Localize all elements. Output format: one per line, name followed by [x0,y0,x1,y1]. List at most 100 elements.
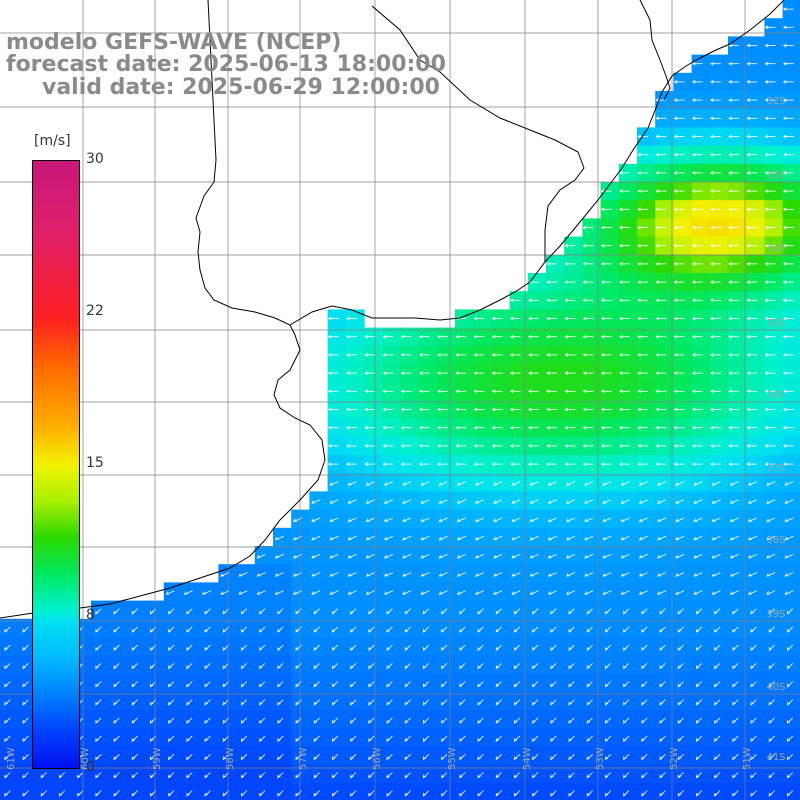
field-cell [655,546,674,565]
wind-arrow-head [582,407,587,412]
wind-arrow-head [240,628,245,633]
wind-arrow-head [547,555,552,559]
wind-arrow-head [4,756,8,761]
wind-arrow-head [513,719,518,724]
field-cell [655,473,674,492]
field-cell [582,473,602,492]
wind-arrow-head [768,719,772,724]
wind-arrow-head [673,189,678,193]
field-cell [764,527,784,547]
wind-arrow-head [568,665,572,670]
wind-arrow-head [546,316,550,321]
wind-arrow-head [600,371,605,375]
wind-arrow-head [368,792,372,797]
field-cell [382,582,401,602]
field-cell [309,582,329,602]
wind-arrow-head [547,518,552,522]
wind-arrow-head [22,647,26,651]
wind-arrow-head [418,462,423,466]
field-cell [746,564,765,583]
field-cell [455,491,474,511]
wind-arrow-head [655,334,660,339]
field-cell [509,564,529,583]
field-cell [236,564,256,583]
wind-arrow-head [604,774,609,779]
field-cell [709,527,729,547]
wind-arrow-head [764,334,769,339]
wind-arrow-head [511,591,516,595]
wind-arrow-head [623,701,627,706]
field-cell [491,546,511,565]
wind-arrow-head [382,425,387,430]
wind-arrow-head [623,756,627,761]
field-cell [546,582,565,602]
wind-arrow-head [384,500,388,504]
wind-arrow-head [782,98,787,102]
wind-arrow-head [710,171,714,175]
wind-arrow-head [473,334,478,339]
wind-arrow-head [568,683,572,688]
wind-arrow-head [495,774,499,779]
wind-arrow-head [782,462,787,466]
wind-arrow-head [422,610,427,615]
wind-arrow-head [456,555,461,559]
wind-arrow-head [602,573,607,577]
wind-arrow-head [784,518,789,522]
field-cell [600,509,620,529]
wind-arrow-head [509,298,514,303]
wind-arrow-head [438,591,443,595]
wind-arrow-head [277,719,281,724]
wind-arrow-head [386,774,390,779]
wind-arrow-head [784,500,789,504]
wind-arrow-head [346,371,350,375]
field-cell [527,546,547,565]
wind-arrow-head [113,683,117,688]
wind-arrow-head [438,482,443,486]
field-cell [728,564,747,583]
wind-arrow-head [714,738,718,742]
wind-arrow-head [764,280,769,284]
longitude-label: 56W [372,747,383,770]
wind-arrow-head [748,500,752,504]
field-cell [455,582,474,602]
field-cell [436,564,456,583]
wind-arrow-head [710,425,714,430]
wind-arrow-head [677,701,681,706]
wind-arrow-head [437,371,441,375]
wind-arrow-head [418,353,423,357]
wind-arrow-head [204,792,208,797]
wind-arrow-head [4,701,8,706]
wind-arrow-head [4,792,8,797]
wind-arrow-head [637,425,641,430]
field-cell [673,527,693,547]
field-cell [236,582,256,602]
wind-arrow-head [256,573,261,577]
field-cell [436,473,456,492]
latitude-label: 35S [766,318,785,329]
wind-arrow-head [113,774,117,779]
wind-arrow-head [404,719,408,724]
wind-arrow-head [673,298,678,303]
wind-arrow-head [764,298,769,303]
wind-arrow-head [204,701,208,706]
field-cell [673,582,693,602]
wind-arrow-head [746,243,751,248]
wind-arrow-head [600,316,605,321]
wind-arrow-head [532,792,536,797]
wind-arrow-head [782,80,787,84]
wind-arrow-head [764,152,769,157]
wind-arrow-head [659,628,663,633]
field-cell [364,509,383,529]
wind-arrow-head [222,683,226,688]
wind-arrow-head [259,719,263,724]
wind-arrow-head [673,152,678,157]
wind-arrow-head [728,389,732,394]
coastline-uruguay-border [289,0,785,326]
wind-arrow-head [346,316,350,321]
wind-arrow-head [637,171,641,175]
field-cell [364,546,383,565]
wind-arrow-head [600,298,605,303]
field-cell [637,564,656,583]
wind-arrow-head [691,425,696,430]
